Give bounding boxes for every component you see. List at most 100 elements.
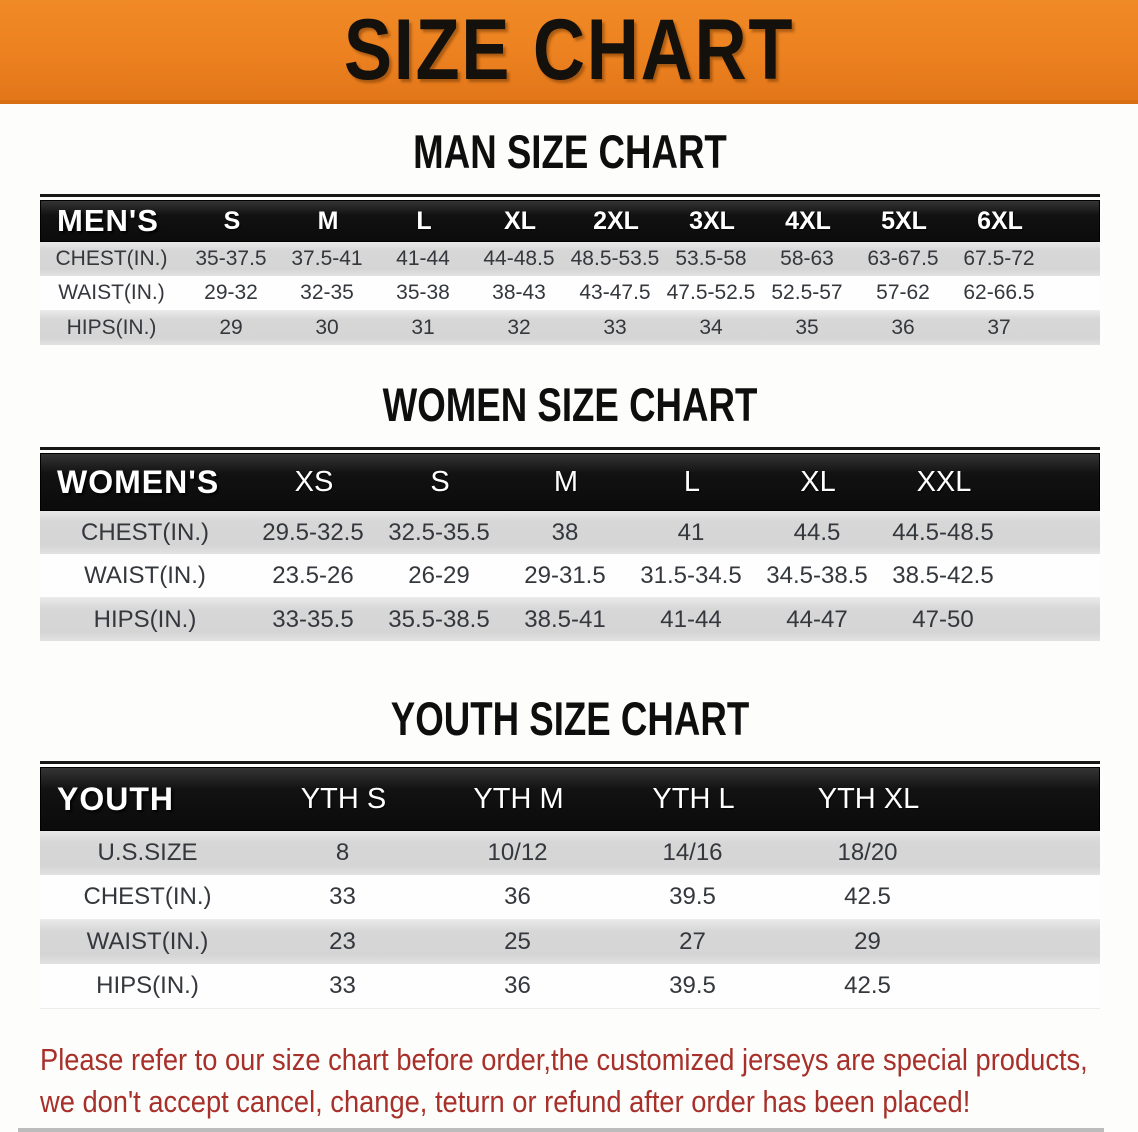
- size-value-cell: 62-66.5: [963, 281, 1035, 304]
- column-header: 6XL: [977, 206, 1023, 235]
- table-header-row: MEN'S S M L XL 2XL 3XL 4XL 5XL 6XL: [40, 200, 1100, 242]
- size-value-cell: 53.5-58: [675, 247, 747, 270]
- size-value-cell: 39.5: [669, 972, 716, 999]
- size-value-cell: 35-38: [396, 281, 450, 304]
- section-heading: WOMEN SIZE CHART: [382, 378, 758, 431]
- size-value-cell: 14/16: [662, 839, 723, 866]
- size-value-cell: 32.5-35.5: [388, 518, 490, 546]
- size-value-cell: 38-43: [492, 281, 546, 304]
- size-table: MEN'S S M L XL 2XL 3XL 4XL 5XL 6XL CHEST(IN.) 35-…: [40, 200, 1100, 345]
- size-value-cell: 42.5: [844, 883, 891, 910]
- column-header: YTH S: [300, 782, 387, 815]
- size-value-cell: 52.5-57: [771, 281, 843, 304]
- column-header: 3XL: [689, 206, 735, 235]
- size-value-cell: 35.5-38.5: [388, 605, 490, 633]
- size-value-cell: 63-67.5: [867, 247, 939, 270]
- table-body: CHEST(IN.) 35-37.5 37.5-41 41-44 44-48.5 48.5…: [40, 242, 1100, 345]
- size-value-cell: 38: [551, 518, 579, 546]
- size-value-cell: 37.5-41: [291, 247, 363, 270]
- size-value-cell: 36: [504, 972, 531, 999]
- column-header: XL: [504, 206, 536, 235]
- column-header: 2XL: [593, 206, 639, 235]
- size-value-cell: 44-48.5: [483, 247, 555, 270]
- size-value-cell: 44.5: [793, 518, 841, 546]
- size-value-cell: 26-29: [408, 561, 470, 589]
- size-value-cell: 47-50: [912, 605, 974, 633]
- size-value-cell: 8: [335, 839, 350, 866]
- table-header-row: WOMEN'S XS S M L XL XXL: [40, 453, 1100, 511]
- size-value-cell: 23: [329, 928, 356, 955]
- size-value-cell: 44.5-48.5: [892, 518, 994, 546]
- row-label: HIPS(IN.): [96, 972, 199, 999]
- size-table: WOMEN'S XS S M L XL XXL CHEST(IN.) 29.5-32.5 32…: [40, 453, 1100, 641]
- table-row: HIPS(IN.) 33 36 39.5 42.5: [40, 964, 1100, 1009]
- size-tables-container: MAN SIZE CHART MEN'S S M L XL 2XL 3XL 4XL 5XL 6X…: [0, 126, 1138, 1009]
- row-label: CHEST(IN.): [55, 247, 168, 270]
- column-header: YTH L: [652, 782, 735, 815]
- table-row: CHEST(IN.) 35-37.5 37.5-41 41-44 44-48.5 48.5…: [40, 242, 1100, 276]
- column-header: XL: [800, 465, 836, 498]
- column-header: YTH XL: [817, 782, 920, 815]
- size-value-cell: 41-44: [660, 605, 722, 633]
- table-row: U.S.SIZE 8 10/12 14/16 18/20: [40, 831, 1100, 875]
- bottom-divider: [18, 1128, 1104, 1132]
- size-value-cell: 29-32: [204, 281, 258, 304]
- size-value-cell: 10/12: [487, 839, 548, 866]
- table-row: WAIST(IN.) 29-32 32-35 35-38 38-43 43-47.5 47.…: [40, 276, 1100, 311]
- size-value-cell: 41: [677, 518, 705, 546]
- column-header: XXL: [916, 465, 972, 498]
- footer-line-2: we don't accept cancel, change, teturn o…: [40, 1084, 971, 1119]
- table-corner-label: YOUTH: [57, 780, 174, 817]
- table-row: HIPS(IN.) 33-35.5 35.5-38.5 38.5-41 41-44 44-…: [40, 598, 1100, 641]
- size-value-cell: 37: [987, 316, 1011, 339]
- size-value-cell: 33: [603, 316, 627, 339]
- size-value-cell: 44-47: [786, 605, 848, 633]
- row-label: CHEST(IN.): [83, 883, 212, 910]
- size-value-cell: 38.5-42.5: [892, 561, 994, 589]
- size-value-cell: 27: [679, 928, 706, 955]
- size-value-cell: 29-31.5: [524, 561, 606, 589]
- row-label: WAIST(IN.): [86, 928, 209, 955]
- size-value-cell: 57-62: [876, 281, 930, 304]
- size-value-cell: 23.5-26: [272, 561, 354, 589]
- column-header: L: [683, 465, 701, 498]
- table-row: WAIST(IN.) 23.5-26 26-29 29-31.5 31.5-34.5 34…: [40, 554, 1100, 598]
- table-body: CHEST(IN.) 29.5-32.5 32.5-35.5 38 41 44.5 44.5…: [40, 511, 1100, 641]
- table-top-border: [40, 447, 1100, 450]
- section-heading: YOUTH SIZE CHART: [390, 692, 750, 745]
- table-row: WAIST(IN.) 23 25 27 29: [40, 920, 1100, 964]
- row-label: WAIST(IN.): [58, 281, 165, 304]
- size-value-cell: 36: [891, 316, 915, 339]
- column-header: S: [430, 465, 450, 498]
- size-value-cell: 33-35.5: [272, 605, 354, 633]
- table-corner-label: WOMEN'S: [57, 463, 220, 500]
- size-value-cell: 38.5-41: [524, 605, 606, 633]
- size-value-cell: 35-37.5: [195, 247, 267, 270]
- row-label: U.S.SIZE: [97, 839, 198, 866]
- row-label: HIPS(IN.): [93, 605, 197, 633]
- footer-line-1: Please refer to our size chart before or…: [40, 1042, 1088, 1077]
- size-value-cell: 34: [699, 316, 723, 339]
- size-table: YOUTH YTH S YTH M YTH L YTH XL U.S.SIZE 8 10/…: [40, 767, 1100, 1009]
- table-corner-label: MEN'S: [57, 203, 159, 238]
- size-value-cell: 30: [315, 316, 339, 339]
- table-row: CHEST(IN.) 29.5-32.5 32.5-35.5 38 41 44.5 44.5…: [40, 511, 1100, 554]
- column-header: M: [317, 206, 339, 235]
- size-chart-section: MAN SIZE CHART MEN'S S M L XL 2XL 3XL 4XL 5XL 6X…: [40, 126, 1100, 345]
- size-chart-section: WOMEN SIZE CHART WOMEN'S XS S M L XL XXL CHES…: [40, 379, 1100, 641]
- size-value-cell: 31: [411, 316, 435, 339]
- row-label: CHEST(IN.): [81, 518, 209, 546]
- size-value-cell: 29: [854, 928, 881, 955]
- size-chart-section: YOUTH SIZE CHART YOUTH YTH S YTH M YTH L YT…: [40, 693, 1100, 1009]
- banner-title: SIZE CHART: [343, 2, 795, 98]
- table-header-row: YOUTH YTH S YTH M YTH L YTH XL: [40, 767, 1100, 831]
- column-header: L: [416, 206, 432, 235]
- size-value-cell: 34.5-38.5: [766, 561, 868, 589]
- column-header: XS: [294, 465, 334, 498]
- size-value-cell: 32-35: [300, 281, 354, 304]
- size-value-cell: 36: [504, 883, 531, 910]
- size-value-cell: 67.5-72: [963, 247, 1035, 270]
- table-row: CHEST(IN.) 33 36 39.5 42.5: [40, 875, 1100, 920]
- size-value-cell: 47.5-52.5: [666, 281, 756, 304]
- size-value-cell: 58-63: [780, 247, 834, 270]
